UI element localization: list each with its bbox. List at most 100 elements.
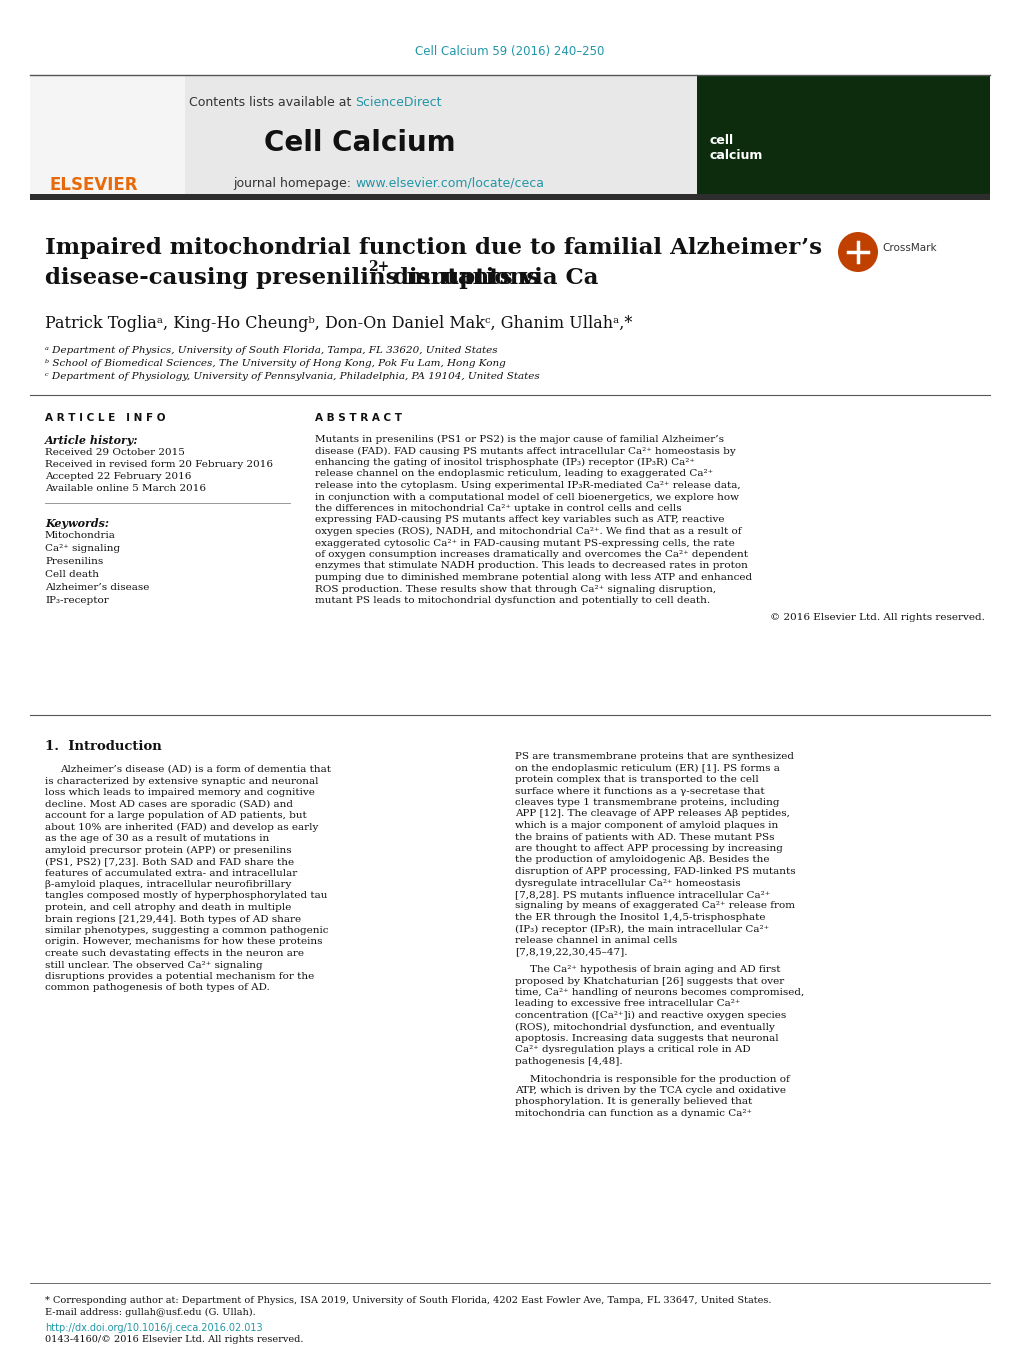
Text: loss which leads to impaired memory and cognitive: loss which leads to impaired memory and …: [45, 788, 315, 797]
Text: IP₃-receptor: IP₃-receptor: [45, 596, 109, 605]
Text: of oxygen consumption increases dramatically and overcomes the Ca²⁺ dependent: of oxygen consumption increases dramatic…: [315, 550, 747, 559]
Text: as the age of 30 as a result of mutations in: as the age of 30 as a result of mutation…: [45, 834, 269, 843]
Text: cell
calcium: cell calcium: [709, 134, 762, 162]
Text: release channel on the endoplasmic reticulum, leading to exaggerated Ca²⁺: release channel on the endoplasmic retic…: [315, 470, 712, 478]
Text: create such devastating effects in the neuron are: create such devastating effects in the n…: [45, 948, 304, 958]
Text: A R T I C L E   I N F O: A R T I C L E I N F O: [45, 413, 165, 423]
Text: ScienceDirect: ScienceDirect: [355, 96, 441, 109]
Text: enzymes that stimulate NADH production. This leads to decreased rates in proton: enzymes that stimulate NADH production. …: [315, 562, 747, 570]
Text: signaling by means of exaggerated Ca²⁺ release from: signaling by means of exaggerated Ca²⁺ r…: [515, 901, 794, 911]
Text: disease (FAD). FAD causing PS mutants affect intracellular Ca²⁺ homeostasis by: disease (FAD). FAD causing PS mutants af…: [315, 446, 735, 455]
Text: Ca²⁺ dysregulation plays a critical role in AD: Ca²⁺ dysregulation plays a critical role…: [515, 1046, 750, 1055]
Text: expressing FAD-causing PS mutants affect key variables such as ATP, reactive: expressing FAD-causing PS mutants affect…: [315, 516, 723, 524]
Text: common pathogenesis of both types of AD.: common pathogenesis of both types of AD.: [45, 984, 269, 993]
Text: pathogenesis [4,48].: pathogenesis [4,48].: [515, 1056, 622, 1066]
Text: Patrick Togliaᵃ, King-Ho Cheungᵇ, Don-On Daniel Makᶜ, Ghanim Ullahᵃ,*: Patrick Togliaᵃ, King-Ho Cheungᵇ, Don-On…: [45, 315, 632, 332]
Text: apoptosis. Increasing data suggests that neuronal: apoptosis. Increasing data suggests that…: [515, 1034, 777, 1043]
Text: concentration ([Ca²⁺]i) and reactive oxygen species: concentration ([Ca²⁺]i) and reactive oxy…: [515, 1011, 786, 1020]
Text: Cell death: Cell death: [45, 570, 99, 580]
Text: Cell Calcium 59 (2016) 240–250: Cell Calcium 59 (2016) 240–250: [415, 46, 604, 58]
Text: journal homepage:: journal homepage:: [232, 177, 355, 189]
Text: still unclear. The observed Ca²⁺ signaling: still unclear. The observed Ca²⁺ signali…: [45, 961, 262, 970]
Text: features of accumulated extra- and intracellular: features of accumulated extra- and intra…: [45, 869, 297, 878]
Text: the brains of patients with AD. These mutant PSs: the brains of patients with AD. These mu…: [515, 832, 773, 842]
Text: Cell Calcium: Cell Calcium: [264, 128, 455, 157]
Text: http://dx.doi.org/10.1016/j.ceca.2016.02.013: http://dx.doi.org/10.1016/j.ceca.2016.02…: [45, 1323, 262, 1333]
Text: Received in revised form 20 February 2016: Received in revised form 20 February 201…: [45, 459, 273, 469]
Text: ATP, which is driven by the TCA cycle and oxidative: ATP, which is driven by the TCA cycle an…: [515, 1086, 786, 1096]
Bar: [30, 195, 989, 200]
Text: mutant PS leads to mitochondrial dysfunction and potentially to cell death.: mutant PS leads to mitochondrial dysfunc…: [315, 596, 709, 605]
Text: disruption of APP processing, FAD-linked PS mutants: disruption of APP processing, FAD-linked…: [515, 867, 795, 875]
Text: 1.  Introduction: 1. Introduction: [45, 740, 162, 753]
Circle shape: [838, 232, 877, 272]
Text: similar phenotypes, suggesting a common pathogenic: similar phenotypes, suggesting a common …: [45, 925, 328, 935]
Text: APP [12]. The cleavage of APP releases Aβ peptides,: APP [12]. The cleavage of APP releases A…: [515, 809, 789, 819]
Text: (IP₃) receptor (IP₃R), the main intracellular Ca²⁺: (IP₃) receptor (IP₃R), the main intracel…: [515, 924, 768, 934]
Text: Mitochondria: Mitochondria: [45, 531, 116, 540]
Text: CrossMark: CrossMark: [881, 243, 935, 253]
Text: on the endoplasmic reticulum (ER) [1]. PS forms a: on the endoplasmic reticulum (ER) [1]. P…: [515, 763, 780, 773]
Text: surface where it functions as a γ-secretase that: surface where it functions as a γ-secret…: [515, 786, 764, 796]
Text: disease-causing presenilins mutants via Ca: disease-causing presenilins mutants via …: [45, 267, 598, 289]
Text: oxygen species (ROS), NADH, and mitochondrial Ca²⁺. We find that as a result of: oxygen species (ROS), NADH, and mitochon…: [315, 527, 741, 536]
Text: 2+: 2+: [368, 259, 389, 274]
Text: Keywords:: Keywords:: [45, 517, 109, 530]
Text: * Corresponding author at: Department of Physics, ISA 2019, University of South : * Corresponding author at: Department of…: [45, 1296, 770, 1305]
Bar: [696, 76, 989, 197]
Text: A B S T R A C T: A B S T R A C T: [315, 413, 401, 423]
Text: (PS1, PS2) [7,23]. Both SAD and FAD share the: (PS1, PS2) [7,23]. Both SAD and FAD shar…: [45, 857, 293, 866]
Text: release channel in animal cells: release channel in animal cells: [515, 936, 677, 944]
Text: protein, and cell atrophy and death in multiple: protein, and cell atrophy and death in m…: [45, 902, 291, 912]
Text: are thought to affect APP processing by increasing: are thought to affect APP processing by …: [515, 844, 783, 852]
Text: E-mail address: gullah@usf.edu (G. Ullah).: E-mail address: gullah@usf.edu (G. Ullah…: [45, 1308, 256, 1317]
Text: disruptions provides a potential mechanism for the: disruptions provides a potential mechani…: [45, 971, 314, 981]
Text: pumping due to diminished membrane potential along with less ATP and enhanced: pumping due to diminished membrane poten…: [315, 573, 751, 582]
Text: Available online 5 March 2016: Available online 5 March 2016: [45, 484, 206, 493]
Text: proposed by Khatchaturian [26] suggests that over: proposed by Khatchaturian [26] suggests …: [515, 977, 784, 985]
Text: amyloid precursor protein (APP) or presenilins: amyloid precursor protein (APP) or prese…: [45, 846, 291, 855]
Text: The Ca²⁺ hypothesis of brain aging and AD first: The Ca²⁺ hypothesis of brain aging and A…: [530, 965, 780, 974]
Text: β-amyloid plaques, intracellular neurofibrillary: β-amyloid plaques, intracellular neurofi…: [45, 880, 291, 889]
Text: leading to excessive free intracellular Ca²⁺: leading to excessive free intracellular …: [515, 1000, 740, 1008]
Text: brain regions [21,29,44]. Both types of AD share: brain regions [21,29,44]. Both types of …: [45, 915, 301, 924]
Text: time, Ca²⁺ handling of neurons becomes compromised,: time, Ca²⁺ handling of neurons becomes c…: [515, 988, 803, 997]
Text: in conjunction with a computational model of cell bioenergetics, we explore how: in conjunction with a computational mode…: [315, 493, 739, 501]
Text: Mutants in presenilins (PS1 or PS2) is the major cause of familial Alzheimer’s: Mutants in presenilins (PS1 or PS2) is t…: [315, 435, 723, 444]
Text: mitochondria can function as a dynamic Ca²⁺: mitochondria can function as a dynamic C…: [515, 1109, 751, 1119]
Text: Alzheimer’s disease (AD) is a form of dementia that: Alzheimer’s disease (AD) is a form of de…: [60, 765, 331, 774]
Text: Mitochondria is responsible for the production of: Mitochondria is responsible for the prod…: [530, 1074, 789, 1084]
Text: ᵃ Department of Physics, University of South Florida, Tampa, FL 33620, United St: ᵃ Department of Physics, University of S…: [45, 346, 497, 355]
Text: © 2016 Elsevier Ltd. All rights reserved.: © 2016 Elsevier Ltd. All rights reserved…: [769, 613, 984, 623]
Text: phosphorylation. It is generally believed that: phosphorylation. It is generally believe…: [515, 1097, 752, 1106]
Text: the differences in mitochondrial Ca²⁺ uptake in control cells and cells: the differences in mitochondrial Ca²⁺ up…: [315, 504, 681, 513]
Text: [7,8,19,22,30,45–47].: [7,8,19,22,30,45–47].: [515, 947, 627, 957]
Text: 0143-4160/© 2016 Elsevier Ltd. All rights reserved.: 0143-4160/© 2016 Elsevier Ltd. All right…: [45, 1335, 304, 1344]
Text: dysregulate intracellular Ca²⁺ homeostasis: dysregulate intracellular Ca²⁺ homeostas…: [515, 878, 740, 888]
Text: is characterized by extensive synaptic and neuronal: is characterized by extensive synaptic a…: [45, 777, 318, 785]
Text: which is a major component of amyloid plaques in: which is a major component of amyloid pl…: [515, 821, 777, 830]
Text: Accepted 22 February 2016: Accepted 22 February 2016: [45, 471, 192, 481]
Text: Article history:: Article history:: [45, 435, 139, 446]
Text: origin. However, mechanisms for how these proteins: origin. However, mechanisms for how thes…: [45, 938, 322, 947]
Text: protein complex that is transported to the cell: protein complex that is transported to t…: [515, 775, 758, 784]
Text: PS are transmembrane proteins that are synthesized: PS are transmembrane proteins that are s…: [515, 753, 793, 761]
Text: Alzheimer’s disease: Alzheimer’s disease: [45, 584, 149, 592]
Text: ROS production. These results show that through Ca²⁺ signaling disruption,: ROS production. These results show that …: [315, 585, 715, 593]
Text: the ER through the Inositol 1,4,5-trisphosphate: the ER through the Inositol 1,4,5-trisph…: [515, 913, 764, 921]
Text: Presenilins: Presenilins: [45, 557, 103, 566]
Text: [7,8,28]. PS mutants influence intracellular Ca²⁺: [7,8,28]. PS mutants influence intracell…: [515, 890, 769, 898]
Text: www.elsevier.com/locate/ceca: www.elsevier.com/locate/ceca: [355, 177, 543, 189]
Text: enhancing the gating of inositol trisphosphate (IP₃) receptor (IP₃R) Ca²⁺: enhancing the gating of inositol trispho…: [315, 458, 694, 467]
Text: exaggerated cytosolic Ca²⁺ in FAD-causing mutant PS-expressing cells, the rate: exaggerated cytosolic Ca²⁺ in FAD-causin…: [315, 539, 734, 547]
Text: Received 29 October 2015: Received 29 October 2015: [45, 449, 184, 457]
Text: release into the cytoplasm. Using experimental IP₃R-mediated Ca²⁺ release data,: release into the cytoplasm. Using experi…: [315, 481, 740, 490]
Bar: [30, 76, 989, 197]
Text: disruptions: disruptions: [384, 267, 539, 289]
Text: cleaves type 1 transmembrane proteins, including: cleaves type 1 transmembrane proteins, i…: [515, 798, 779, 807]
Bar: [30, 76, 184, 197]
Text: the production of amyloidogenic Aβ. Besides the: the production of amyloidogenic Aβ. Besi…: [515, 855, 768, 865]
Text: Impaired mitochondrial function due to familial Alzheimer’s: Impaired mitochondrial function due to f…: [45, 236, 821, 259]
Text: Ca²⁺ signaling: Ca²⁺ signaling: [45, 544, 120, 553]
Text: about 10% are inherited (FAD) and develop as early: about 10% are inherited (FAD) and develo…: [45, 823, 318, 832]
